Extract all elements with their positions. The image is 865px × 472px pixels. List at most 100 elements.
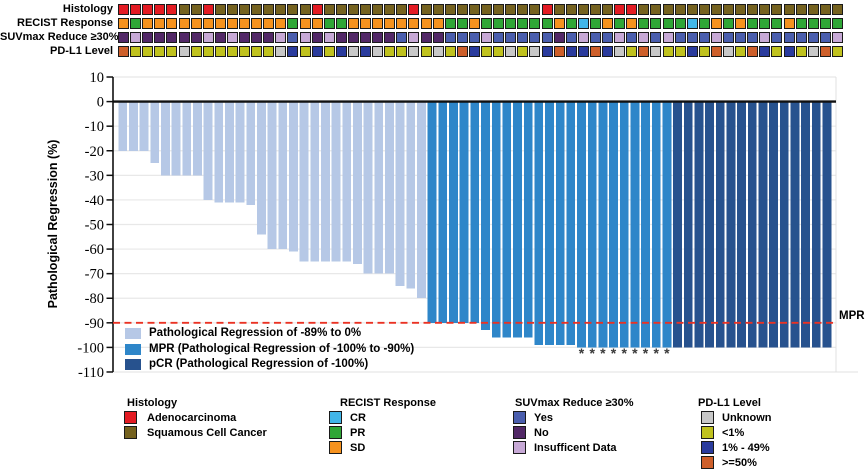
legend-item-label: No	[534, 427, 549, 439]
annotation-cell	[142, 4, 154, 15]
annotation-cell	[493, 18, 505, 29]
annotation-cell	[529, 18, 541, 29]
annotation-cell	[577, 46, 589, 57]
annotation-cell	[456, 32, 468, 43]
annotation-cell	[347, 46, 359, 57]
annotation-cell	[614, 46, 626, 57]
annotation-cell	[420, 4, 432, 15]
legend-item-label: CR	[350, 412, 366, 424]
annotation-cell	[166, 18, 178, 29]
annotation-cell	[710, 32, 722, 43]
annotation-cell	[505, 32, 517, 43]
legend-group-title: Histology	[127, 397, 178, 409]
annotation-cell	[771, 32, 783, 43]
annotation-cell	[239, 18, 250, 29]
annotation-cell	[626, 4, 638, 15]
patient-bar	[214, 101, 224, 203]
y-tick-label: -60	[85, 242, 104, 258]
annotation-cell	[202, 32, 214, 43]
patient-bar	[705, 101, 714, 348]
annotation-cell	[698, 32, 710, 43]
y-tick-label: -10	[85, 119, 104, 135]
annotation-cell	[432, 18, 444, 29]
patient-bar	[801, 101, 810, 348]
patient-bar	[523, 101, 533, 338]
patient-bar	[225, 101, 234, 203]
annotation-cell	[662, 18, 674, 29]
annotation-cell	[638, 32, 650, 43]
patient-bar	[160, 101, 170, 176]
patient-bar	[651, 101, 661, 348]
annotation-cell	[275, 32, 287, 43]
annotation-cell	[335, 18, 347, 29]
annotation-cell	[626, 32, 638, 43]
annotation-cell	[771, 18, 783, 29]
legend-swatch	[701, 426, 714, 439]
annotation-cell	[335, 46, 347, 57]
annotation-cell	[275, 4, 287, 15]
legend-item-label: Unknown	[722, 412, 772, 424]
annotation-cell	[214, 32, 226, 43]
annotation-cell	[456, 18, 468, 29]
legend-item-label: Insufficent Data	[534, 442, 617, 454]
annotation-cell	[263, 46, 275, 57]
annotation-cell	[118, 46, 129, 57]
y-axis-title: Pathological Regression (%)	[46, 140, 60, 309]
annotation-cell	[553, 4, 565, 15]
annotation-cell	[626, 46, 638, 57]
annotation-cell	[347, 32, 359, 43]
y-tick-label: -100	[77, 340, 104, 356]
annotation-cell	[747, 4, 759, 15]
patient-bar	[758, 101, 768, 348]
annotation-cell	[251, 18, 263, 29]
annotation-cell	[747, 46, 759, 57]
annotation-cell	[795, 46, 807, 57]
legend-swatch	[329, 426, 342, 439]
annotation-cell	[650, 46, 662, 57]
annotation-cell	[360, 18, 371, 29]
annotation-cell	[807, 4, 819, 15]
annotation-cell	[577, 32, 589, 43]
annotation-cell	[795, 32, 807, 43]
annotation-cell	[154, 18, 166, 29]
legend-swatch	[701, 441, 714, 454]
annotation-cell	[602, 46, 613, 57]
annotation-cell	[360, 32, 371, 43]
track-label-0: Histology	[62, 3, 113, 15]
annotation-cell	[190, 4, 202, 15]
annotation-cell	[287, 46, 299, 57]
annotation-cell	[795, 4, 807, 15]
patient-bar	[353, 101, 362, 264]
patient-bar	[673, 101, 682, 348]
annotation-cell	[831, 4, 843, 15]
annotation-cell	[178, 4, 190, 15]
patient-bar	[630, 101, 640, 348]
annotation-cell	[723, 46, 734, 57]
annotation-cell	[154, 32, 166, 43]
annotation-cell	[819, 18, 831, 29]
annotation-cell	[783, 18, 795, 29]
annotation-cell	[541, 32, 553, 43]
y-tick-label: 0	[97, 95, 104, 111]
annotation-cell	[698, 18, 710, 29]
annotation-cell	[662, 4, 674, 15]
patient-bar	[267, 101, 277, 250]
annotation-cell	[795, 18, 807, 29]
annotation-cell	[214, 18, 226, 29]
annotation-cell	[614, 18, 626, 29]
annotation-cell	[384, 46, 396, 57]
annotation-cell	[396, 46, 408, 57]
asterisk-marker: *	[632, 345, 638, 361]
annotation-cell	[517, 4, 529, 15]
annotation-cell	[747, 18, 759, 29]
annotation-cell	[674, 46, 686, 57]
annotation-cell	[807, 18, 819, 29]
annotation-cell	[674, 32, 686, 43]
annotation-cell	[831, 46, 843, 57]
annotation-cell	[759, 32, 771, 43]
annotation-cell	[299, 46, 311, 57]
annotation-cell	[614, 32, 626, 43]
annotation-cell	[432, 32, 444, 43]
annotation-cell	[565, 46, 577, 57]
mpr-label: MPR	[839, 310, 865, 322]
